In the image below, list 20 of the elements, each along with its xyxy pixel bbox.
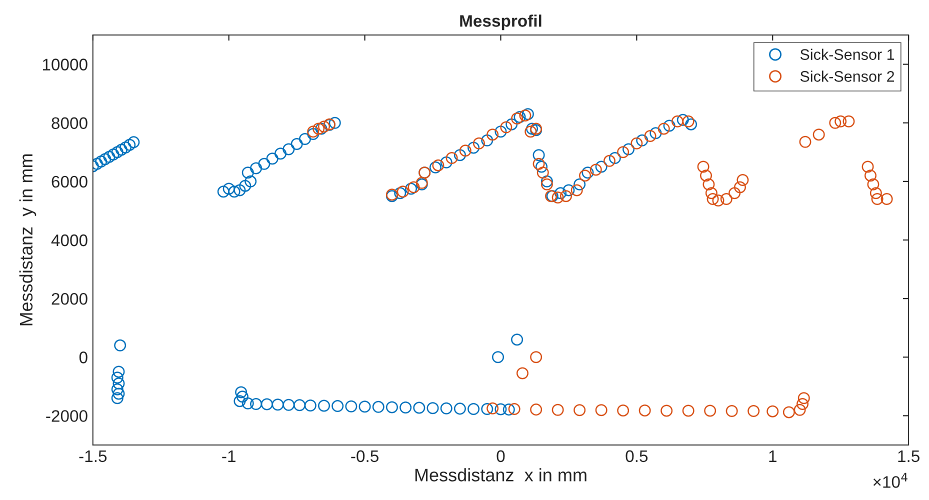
legend-label: Sick-Sensor 1	[800, 48, 894, 60]
y-tick-label: -2000	[46, 410, 88, 422]
y-tick-label: 0	[79, 352, 88, 364]
x-tick-label: -1.5	[79, 450, 107, 462]
x-tick-label: -1	[222, 450, 236, 462]
x-tick-label: -0.5	[351, 450, 378, 462]
text: ×10$^{4}$	[873, 472, 908, 488]
y-tick-label: 2000	[52, 292, 88, 305]
x-axis-title: Messdistanz x in mm	[415, 468, 586, 482]
x-tick-label: 1.5	[898, 450, 920, 462]
x-tick-label: 1	[769, 450, 776, 462]
y-tick-label: 6000	[52, 176, 88, 188]
y-axis-title: Messdistanz y in mm	[19, 154, 36, 326]
legend-label: Sick-Sensor 2	[800, 70, 894, 82]
x-tick-label: 0.5	[626, 450, 648, 462]
y-tick-label: 8000	[52, 117, 88, 130]
y-tick-label: 10000	[42, 58, 88, 70]
chart-title: Messprofil	[460, 14, 542, 30]
y-tick-label: 4000	[51, 234, 88, 246]
x-tick-label: 0	[496, 450, 505, 462]
